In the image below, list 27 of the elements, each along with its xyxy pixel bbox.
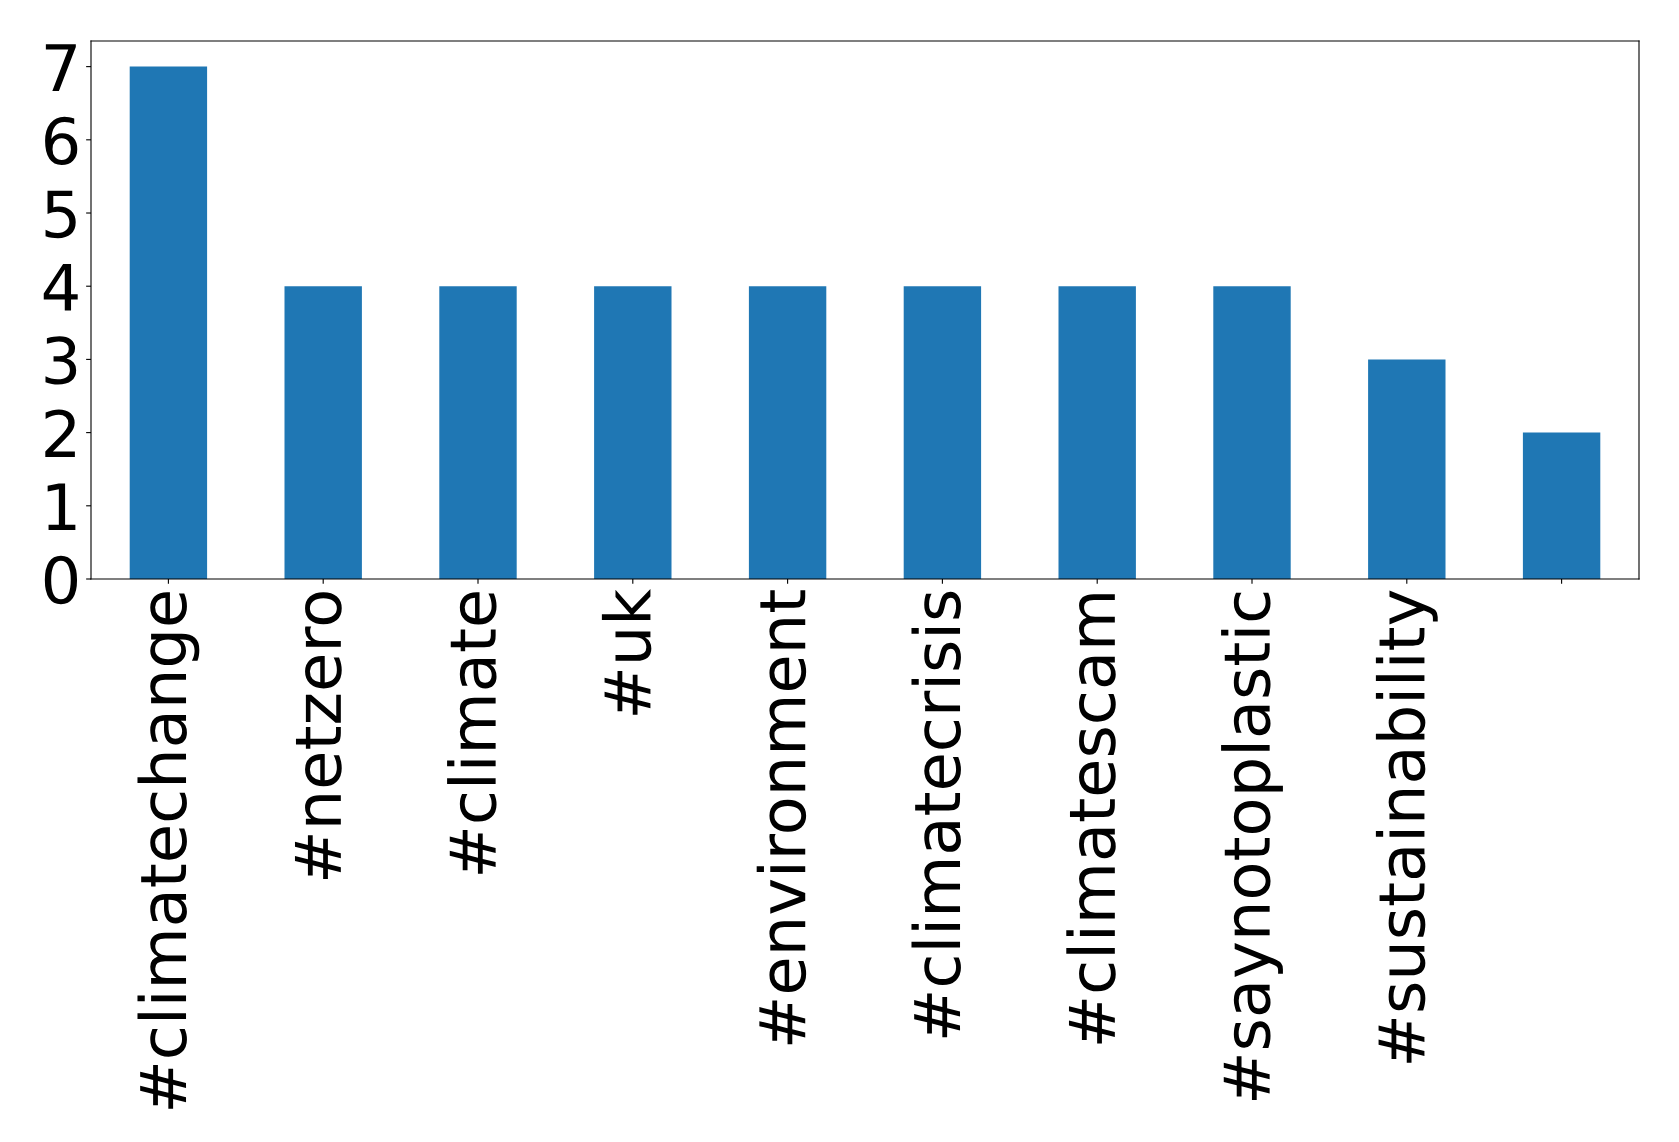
x-tick-label: #sustainability: [1375, 590, 1438, 1063]
bar: [748, 286, 827, 579]
x-tick-label: #climatescam: [1066, 594, 1116, 1044]
y-tick-label: 1: [47, 483, 76, 531]
y-tick-label: 6: [45, 116, 78, 165]
y-tick-label: 0: [44, 555, 78, 605]
bar: [1522, 432, 1601, 579]
y-tick-label: 2: [45, 409, 75, 457]
y-tick-label: 7: [45, 44, 76, 91]
y-tick-label: 3: [45, 336, 77, 385]
x-tick-label: #netzero: [294, 592, 342, 879]
bar: [1058, 286, 1136, 579]
bar: [1368, 359, 1446, 579]
x-tick-label: #climatecrisis: [911, 591, 961, 1038]
x-tick-label: #climatechange: [137, 592, 200, 1109]
bar: [903, 286, 982, 579]
y-tick-label: 4: [43, 263, 78, 311]
bar: [594, 286, 672, 579]
bar: [129, 66, 208, 579]
bar: [1213, 286, 1291, 579]
x-tick-label: #saynotoplastic: [1221, 592, 1283, 1100]
bar: [439, 286, 517, 579]
x-tick-label: #environment: [756, 590, 807, 1045]
y-tick-label: 5: [45, 190, 76, 239]
bar: [284, 286, 362, 579]
x-tick-label: #climate: [447, 592, 497, 874]
x-tick-label: #uk: [601, 588, 652, 715]
